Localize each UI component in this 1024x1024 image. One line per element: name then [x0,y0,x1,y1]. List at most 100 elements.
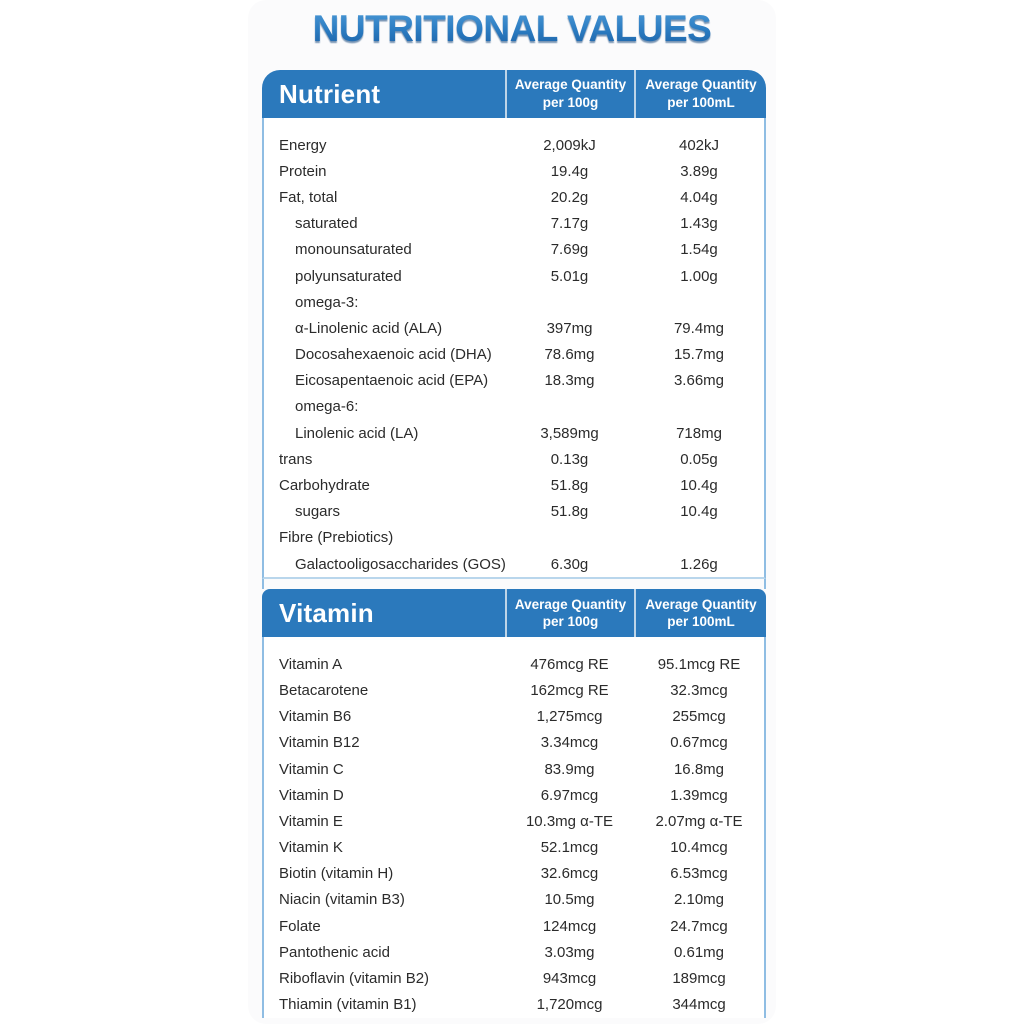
row-label: Eicosapentaenoic acid (EPA) [295,372,489,390]
value-per-100ml: 402kJ [678,136,720,154]
value-per-100g: 7.69g [550,241,589,259]
value-per-100g: 51.8g [550,503,589,521]
value-per-100g: 0.13g [550,450,589,468]
table-row: Biotin (vitamin H) 32.6mcg 6.53mcg [264,861,764,887]
value-per-100ml: 10.4g [680,503,718,521]
row-label: Vitamin K [279,839,343,857]
value-per-100ml: 255mcg [672,708,726,726]
row-label: Galactooligosaccharides (GOS) [295,555,505,573]
value-per-100g: 1,720mcg [536,996,603,1014]
value-per-100g: 78.6mg [544,346,595,364]
table-row: Betacarotene 162mcg RE 32.3mcg [264,677,764,703]
row-label: Linolenic acid (LA) [295,424,419,442]
table-row: Riboflavin (vitamin B2) 943mcg 189mcg [264,965,764,991]
row-label: Folate [279,917,321,935]
value-per-100g: 943mcg [542,970,597,988]
page-title: NUTRITIONAL VALUES [312,8,712,49]
value-per-100g: 124mcg [542,917,597,935]
value-per-100ml: 10.4mcg [670,839,728,857]
table-row: Niacin (vitamin B3) 10.5mg 2.10mg [264,887,764,913]
column-header: Average Quantity per 100g [505,589,634,638]
row-label: Riboflavin (vitamin B2) [279,970,430,988]
section-header-nutrient: Nutrient Average Quantity per 100g Average … [262,70,766,118]
value-per-100ml: 1.39mcg [670,786,728,804]
value-per-100ml: 1.54g [680,241,718,259]
row-label: Vitamin E [279,812,343,830]
value-per-100g: 83.9mg [544,760,595,778]
row-label: α-Linolenic acid (ALA) [295,319,443,337]
table-row: Galactooligosaccharides (GOS) 6.30g 1.26g [264,551,764,577]
value-per-100g: 3.03mg [544,943,595,961]
table-row: α-Linolenic acid (ALA) 397mg 79.4mg [264,315,764,341]
value-per-100ml: 344mcg [672,996,726,1014]
table-row: trans 0.13g 0.05g [264,446,764,472]
row-label: Niacin (vitamin B3) [279,891,405,909]
table-row: Carbohydrate 51.8g 10.4g [264,472,764,498]
section-header-vitamin: Vitamin Average Quantity per 100g Average Q… [262,589,766,638]
table-row: Vitamin B6 1,275mcg 255mcg [264,704,764,730]
value-per-100ml: 79.4mg [673,319,725,337]
row-label: Fat, total [279,188,338,206]
section-body-vitamin: Vitamin A 476mcg RE 95.1mcg RE Betacarotene… [262,637,766,1018]
column-header-line1: Average Quantity [645,77,757,93]
row-label: polyunsaturated [295,267,402,285]
value-per-100g: 20.2g [550,188,589,206]
row-label: omega-3: [295,293,359,311]
value-per-100ml: 16.8mg [673,760,725,778]
column-header-line1: Average Quantity [645,596,757,612]
value-per-100ml: 0.67mcg [670,734,728,752]
value-per-100g: 162mcg RE [530,681,609,699]
value-per-100g: 10.5mg [544,891,595,909]
value-per-100g: 52.1mcg [540,839,599,857]
column-header-line1: Average Quantity [514,77,627,93]
row-label: Betacarotene [279,681,369,699]
value-per-100g: 397mg [546,319,593,337]
column-header: Average Quantity per 100g [505,70,634,118]
value-per-100ml: 2.07mg α-TE [655,812,743,830]
value-per-100ml: 4.04g [680,188,718,206]
column-header: Average Quantity per 100mL [634,589,766,638]
section-title: Nutrient [279,78,381,109]
row-label: sugars [295,503,341,521]
value-per-100ml: 95.1mcg RE [657,655,741,673]
value-per-100ml: 3.66mg [673,372,725,390]
table-row: Linolenic acid (LA) 3,589mg 718mg [264,420,764,446]
column-header-line2: per 100mL [667,614,735,630]
row-label: Vitamin A [279,655,343,673]
value-per-100ml: 1.00g [680,267,718,285]
column-header: Average Quantity per 100mL [634,70,766,118]
value-per-100ml: 718mg [676,424,722,442]
value-per-100g: 7.17g [550,215,589,233]
table-row: Energy 2,009kJ 402kJ [264,132,764,158]
value-per-100g: 32.6mcg [540,865,599,883]
value-per-100ml: 32.3mcg [670,681,728,699]
row-label: Vitamin D [279,786,344,804]
row-label: omega-6: [295,398,359,416]
table-row: Pantothenic acid 3.03mg 0.61mg [264,939,764,965]
table-row: omega-6: [264,394,764,420]
table-row: Vitamin A 476mcg RE 95.1mcg RE [264,651,764,677]
section-gap [262,579,766,590]
table-row: Fibre (Prebiotics) [264,525,764,551]
value-per-100ml: 189mcg [672,970,726,988]
value-per-100ml: 0.61mg [673,943,725,961]
row-label: saturated [295,215,358,233]
value-per-100g: 18.3mg [544,372,595,390]
table-row: Thiamin (vitamin B1) 1,720mcg 344mcg [264,992,764,1018]
table-row: Vitamin E 10.3mg α-TE 2.07mg α-TE [264,808,764,834]
value-per-100ml: 15.7mg [673,346,725,364]
row-label: Vitamin C [279,760,344,778]
value-per-100ml: 24.7mcg [670,917,728,935]
table-row: Eicosapentaenoic acid (EPA) 18.3mg 3.66mg [264,368,764,394]
row-label: Carbohydrate [279,477,370,495]
column-header-line2: per 100mL [667,95,735,110]
value-per-100g: 3.34mcg [540,734,599,752]
row-label: Biotin (vitamin H) [279,865,394,883]
column-header-line1: Average Quantity [514,596,627,612]
table-row: sugars 51.8g 10.4g [264,499,764,525]
nutrition-table: Nutrient Average Quantity per 100g Average … [262,70,766,1018]
value-per-100g: 51.8g [550,477,589,495]
value-per-100g: 5.01g [550,267,589,285]
value-per-100ml: 2.10mg [673,891,725,909]
row-label: monounsaturated [295,241,412,259]
